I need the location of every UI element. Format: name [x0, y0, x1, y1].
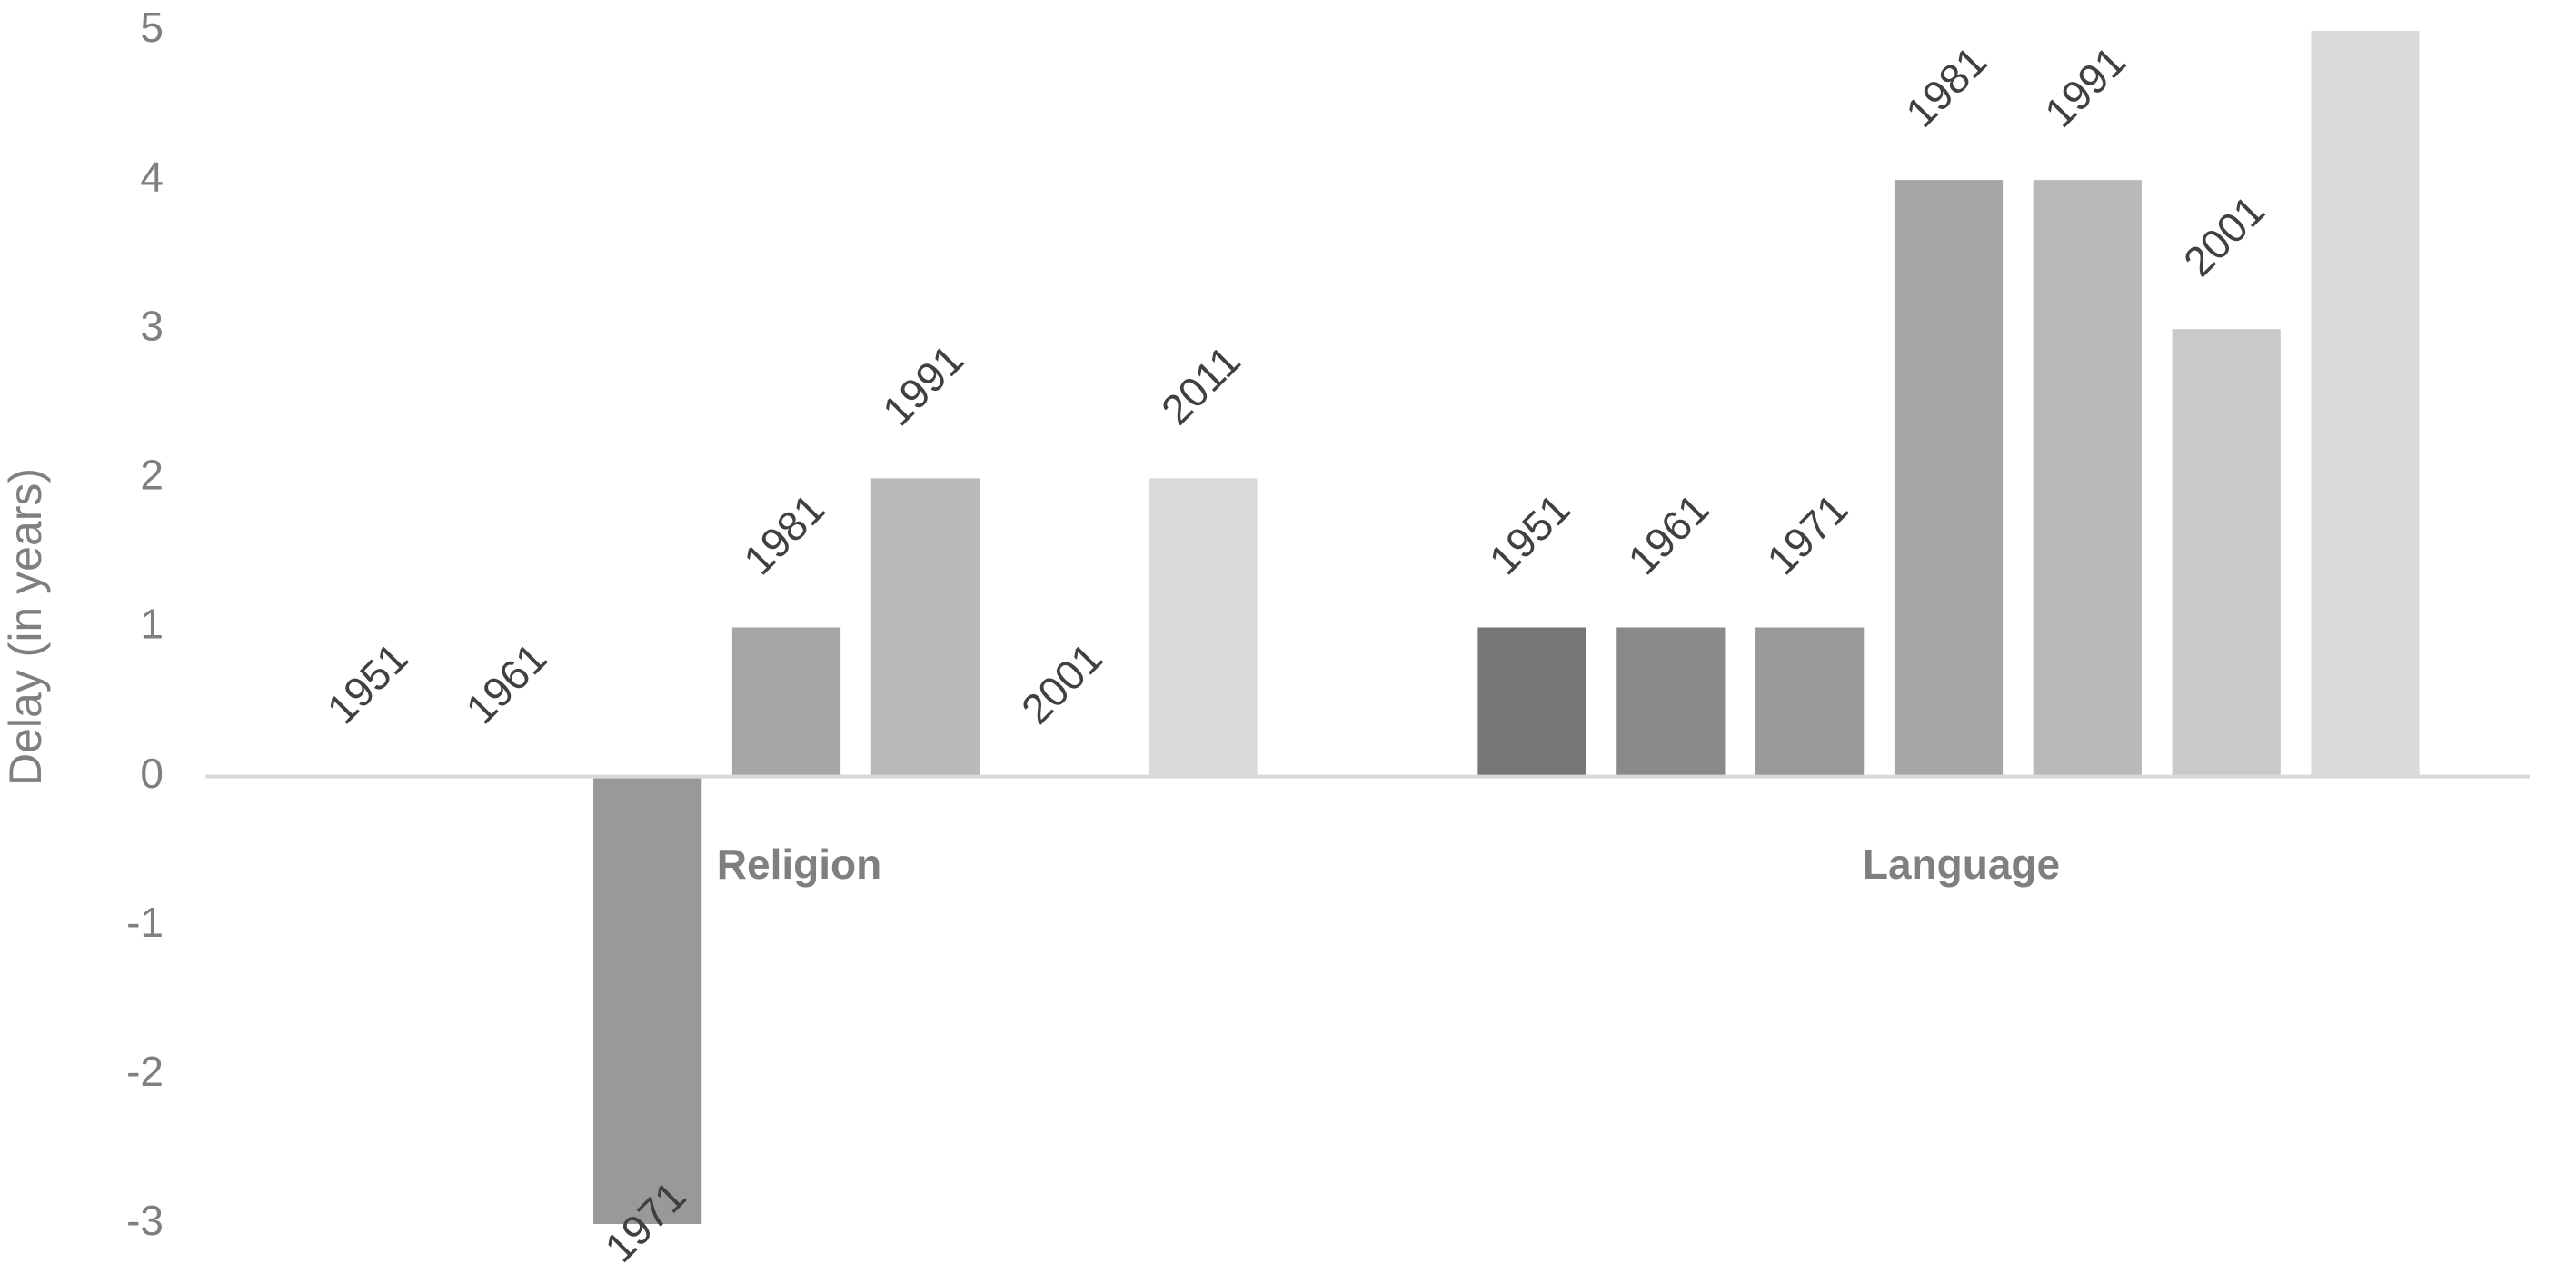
y-tick-label: 0 [140, 750, 164, 797]
y-tick-label: -1 [126, 899, 164, 946]
data-label: 1961 [1619, 484, 1718, 583]
y-tick-label: -3 [126, 1197, 164, 1244]
bar [593, 776, 702, 1224]
bar [1755, 627, 1865, 777]
bar [870, 478, 980, 777]
data-label: 2001 [1012, 633, 1111, 732]
y-tick-label: 1 [140, 601, 164, 648]
data-label: 1981 [1896, 37, 1995, 136]
data-label: 2001 [2174, 186, 2273, 285]
y-tick-label: 5 [140, 4, 164, 51]
data-label: 1961 [457, 633, 556, 732]
data-label: 1991 [873, 335, 972, 434]
bar [2172, 329, 2281, 777]
data-label: 1951 [318, 633, 417, 732]
data-label: 1981 [734, 484, 833, 583]
bar [2311, 31, 2420, 777]
data-label: 1951 [1480, 484, 1579, 583]
bar [1616, 627, 1726, 777]
y-tick-label: -2 [126, 1048, 164, 1095]
y-tick-label: 3 [140, 302, 164, 349]
y-tick-label: 2 [140, 452, 164, 499]
data-label: 1991 [2035, 37, 2134, 136]
data-label: 1971 [1757, 484, 1856, 583]
data-label: 2011 [1152, 336, 1249, 433]
y-tick-label: 4 [140, 153, 164, 200]
bar [1149, 478, 1258, 777]
y-axis-title: Delay (in years) [0, 468, 51, 786]
bar [1894, 180, 2004, 777]
x-category-label: Language [1863, 841, 2060, 888]
bar [2033, 180, 2142, 777]
x-category-label: Religion [717, 841, 881, 888]
bar [731, 627, 841, 777]
bar [1477, 627, 1586, 777]
